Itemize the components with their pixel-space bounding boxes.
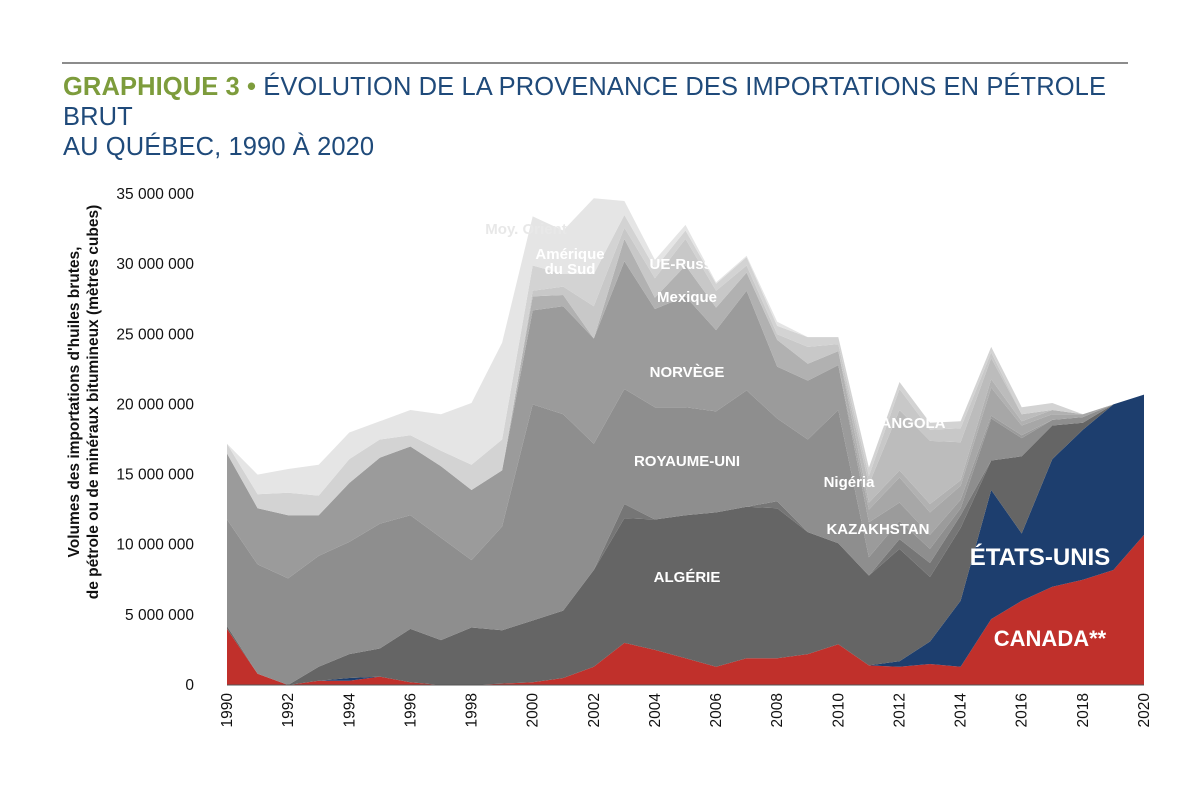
label-moy-orient: Moy. Orient [485,221,566,238]
label-ue-russie: UE-Russie [649,256,724,273]
y-tick-label: 30 000 000 [116,256,194,273]
x-tick-label: 2018 [1075,693,1092,727]
x-tick-label: 2020 [1136,693,1153,728]
x-tick-label: 2016 [1014,693,1031,727]
area-mexique [227,238,1144,516]
label-kazakhstan: KAZAKHSTAN [826,521,929,538]
y-axis-title-line1: Volumes des importations d'huiles brutes… [66,247,83,558]
y-axis-title: Volumes des importations d'huiles brutes… [66,205,102,599]
x-tick-label: 1992 [280,693,297,727]
label-mexique: Mexique [657,289,717,306]
title-prefix: GRAPHIQUE 3 [63,73,240,101]
label-nigeria: Nigéria [824,474,876,491]
x-tick-label: 2002 [586,693,603,727]
y-tick-label: 15 000 000 [116,467,194,484]
x-tick-label: 2014 [953,693,970,728]
label-angola: ANGOLA [881,415,946,432]
x-tick-label: 2008 [769,693,786,727]
label-etats-unis: ÉTATS-UNIS [970,543,1110,571]
series-labels: CANADA** ÉTATS-UNIS ALGÉRIE KAZAKHSTAN R… [485,221,1110,651]
y-axis-title-line2: de pétrole ou de minéraux bitumineux (mè… [85,205,102,599]
x-tick-label: 2000 [525,693,542,728]
y-tick-label: 20 000 000 [116,396,194,413]
y-tick-label: 10 000 000 [116,537,194,554]
x-tick-label: 2010 [830,693,847,728]
chart-title: GRAPHIQUE 3 • ÉVOLUTION DE LA PROVENANCE… [63,72,1143,162]
title-line1: ÉVOLUTION DE LA PROVENANCE DES IMPORTATI… [63,73,1107,131]
area-moy-orient [227,198,1144,496]
y-tick-label: 0 [185,677,194,694]
x-tick-label: 1990 [219,693,236,728]
title-bullet: • [247,73,257,101]
label-amerique-line2: du Sud [545,261,596,278]
x-tick-label: 2004 [647,693,664,728]
y-axis: 35 000 000 30 000 000 25 000 000 20 000 000… [116,186,194,694]
area-angola [227,238,1144,516]
area-alg-rie [227,394,1144,685]
x-tick-label: 2006 [708,693,725,727]
y-tick-label: 35 000 000 [116,186,194,203]
y-tick-label: 25 000 000 [116,326,194,343]
label-algerie: ALGÉRIE [654,569,721,586]
label-canada: CANADA** [994,626,1107,651]
area-layers [227,198,1144,685]
label-royaume-uni: ROYAUME-UNI [634,453,740,470]
x-axis: 1990 1992 1994 1996 1998 2000 2002 2004 2006 2008… [219,684,1153,728]
title-line2: AU QUÉBEC, 1990 À 2020 [63,133,375,161]
x-tick-label: 1998 [464,693,481,727]
y-tick-label: 5 000 000 [125,607,194,624]
area-canada [227,534,1144,685]
x-tick-label: 2012 [892,693,909,727]
label-norvege: NORVÈGE [650,364,725,381]
x-tick-label: 1996 [402,693,419,727]
area-norv-ge [227,261,1144,579]
top-rule [62,62,1128,64]
area-royaume-uni [227,389,1144,685]
label-amerique-line1: Amérique [535,246,604,263]
x-tick-label: 1994 [341,693,358,728]
